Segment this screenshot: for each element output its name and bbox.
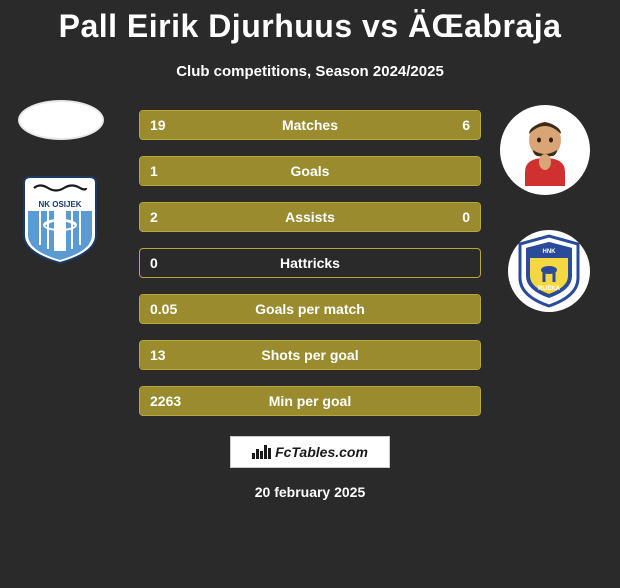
stat-label: Matches xyxy=(140,117,480,133)
comparison-panel: NK OSIJEK HNK RIJEKA 19Matches6 1Goals 2As… xyxy=(0,110,620,416)
stat-row: 0.05Goals per match xyxy=(139,294,481,324)
brand-text: FcTables.com xyxy=(275,444,368,460)
page-title: Pall Eirik Djurhuus vs ÄŒabraja xyxy=(0,8,620,45)
footer-date: 20 february 2025 xyxy=(0,484,620,500)
club-badge-right: HNK RIJEKA xyxy=(508,230,590,312)
stat-label: Goals per match xyxy=(140,301,480,317)
player-avatar-left xyxy=(18,100,104,140)
brand-badge: FcTables.com xyxy=(230,436,390,468)
stat-value-right: 6 xyxy=(462,117,470,133)
svg-text:RIJEKA: RIJEKA xyxy=(538,286,561,292)
osijek-crest-icon: NK OSIJEK xyxy=(22,175,98,265)
stats-list: 19Matches61Goals2Assists00Hattricks0.05G… xyxy=(139,110,481,416)
stat-row: 0Hattricks xyxy=(139,248,481,278)
stat-label: Min per goal xyxy=(140,393,480,409)
rijeka-crest-icon: HNK RIJEKA xyxy=(516,234,582,308)
stat-label: Shots per goal xyxy=(140,347,480,363)
stat-row: 19Matches6 xyxy=(139,110,481,140)
svg-text:NK OSIJEK: NK OSIJEK xyxy=(38,200,81,209)
stat-row: 1Goals xyxy=(139,156,481,186)
stat-value-right: 0 xyxy=(462,209,470,225)
brand-bars-icon xyxy=(252,445,271,459)
player-avatar-right xyxy=(500,105,590,195)
stat-label: Goals xyxy=(140,163,480,179)
club-badge-left: NK OSIJEK xyxy=(20,170,100,270)
stat-row: 2Assists0 xyxy=(139,202,481,232)
subtitle: Club competitions, Season 2024/2025 xyxy=(0,63,620,80)
player-face-icon xyxy=(509,114,581,186)
svg-text:HNK: HNK xyxy=(543,249,557,255)
stat-label: Hattricks xyxy=(140,255,480,271)
stat-label: Assists xyxy=(140,209,480,225)
stat-row: 13Shots per goal xyxy=(139,340,481,370)
stat-row: 2263Min per goal xyxy=(139,386,481,416)
